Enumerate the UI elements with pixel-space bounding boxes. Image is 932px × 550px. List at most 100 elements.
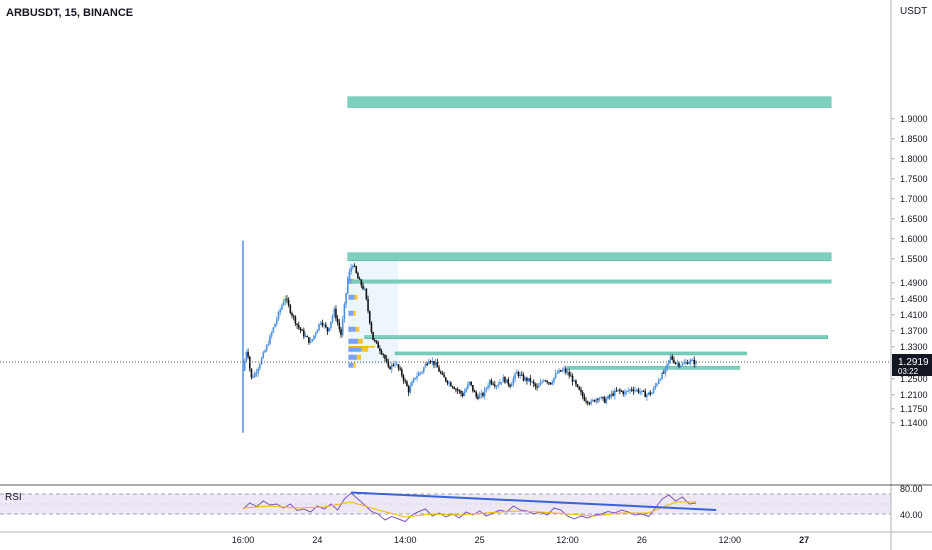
candle-body	[629, 389, 631, 391]
candle-body	[281, 305, 283, 310]
candle-body	[585, 400, 587, 402]
candle-body	[505, 379, 508, 383]
candle-body	[608, 395, 611, 397]
candle-body	[254, 372, 256, 378]
candle-body	[402, 375, 405, 381]
candle-body	[450, 382, 452, 387]
candle-body	[521, 374, 523, 376]
profile-bar	[348, 338, 359, 344]
candle-body	[656, 383, 658, 386]
price-tick-label: 1.3300	[900, 342, 928, 352]
candle-body	[287, 299, 290, 306]
candle-body	[510, 383, 513, 387]
candle-body	[688, 361, 690, 365]
candle-body	[336, 318, 339, 323]
profile-bar	[348, 362, 354, 368]
candle-body	[666, 363, 668, 369]
candle-body	[544, 380, 547, 382]
candle-body	[411, 382, 413, 387]
candle-body	[270, 332, 273, 336]
candle-body	[257, 368, 260, 373]
candle-body	[423, 367, 425, 372]
candle-body	[358, 278, 361, 280]
candle-body	[382, 354, 385, 356]
price-tick-label: 1.8500	[900, 134, 928, 144]
supply-demand-zones[interactable]	[347, 96, 832, 370]
candle-body	[362, 285, 364, 290]
candle-body	[255, 372, 258, 374]
candle-body	[306, 335, 309, 338]
candle-body	[269, 335, 271, 345]
price-tick-label: 1.1400	[900, 418, 928, 428]
candle-body	[683, 363, 685, 365]
candle-body	[301, 329, 303, 331]
candle-body	[338, 322, 341, 329]
candle-body	[291, 313, 293, 316]
candle-body	[586, 401, 589, 404]
profile-bar-vol	[353, 362, 356, 368]
time-tick-label: 12:00	[556, 535, 579, 545]
candle-body	[659, 379, 662, 381]
candle-body	[363, 288, 366, 290]
candle-body	[259, 364, 261, 369]
candle-body	[495, 385, 498, 387]
candle-body	[314, 333, 317, 336]
candle-body	[313, 335, 315, 340]
candle-body	[635, 389, 638, 391]
candle-body	[509, 384, 511, 387]
candle-body	[502, 376, 505, 383]
candle-body	[438, 367, 440, 372]
candle-body	[620, 390, 623, 392]
candle-body	[674, 362, 677, 364]
candle-body	[265, 345, 268, 351]
candle-body	[593, 399, 596, 402]
price-tick-label: 1.4100	[900, 310, 928, 320]
candle-body	[284, 298, 287, 302]
candle-body	[468, 381, 471, 385]
candle-body	[546, 380, 548, 383]
candle-body	[504, 376, 506, 383]
candle-body	[367, 299, 369, 312]
price-tick-label: 1.2100	[900, 390, 928, 400]
candle-body	[617, 389, 619, 391]
candle-body	[416, 375, 418, 378]
candle-body	[397, 364, 400, 369]
price-tick-label: 1.9000	[900, 114, 928, 124]
candle-body	[299, 327, 302, 330]
candle-body	[433, 360, 435, 365]
time-tick-label: 27	[799, 535, 809, 545]
candle-body	[482, 393, 484, 397]
zone-rect	[350, 279, 832, 284]
candle-body	[286, 298, 288, 300]
candle-body	[443, 374, 445, 378]
candle-body	[499, 382, 501, 385]
candle-body	[537, 385, 540, 388]
candle-body	[583, 396, 586, 401]
candle-body	[678, 363, 680, 367]
candle-body	[487, 385, 489, 389]
candle-body	[445, 377, 447, 381]
candle-body	[615, 390, 618, 392]
candle-body	[571, 375, 574, 382]
zone-rect	[347, 96, 832, 108]
profile-bar-vol	[356, 354, 362, 360]
last-price-value: 1.2919	[898, 357, 929, 368]
profile-bar	[348, 346, 362, 352]
candle-body	[622, 391, 625, 394]
candle-body	[668, 359, 670, 364]
zone-rect	[394, 351, 747, 356]
candle-body	[625, 390, 628, 392]
price-tick-label: 1.7500	[900, 174, 928, 184]
last-price-tag[interactable]	[892, 354, 932, 376]
candle-body	[331, 316, 334, 322]
candle-body	[637, 389, 640, 393]
candle-body	[465, 388, 467, 392]
candle-body	[439, 371, 442, 374]
candle-body	[607, 395, 609, 399]
profile-bar-vol	[355, 326, 360, 332]
candle-body	[632, 389, 635, 392]
candle-body	[556, 372, 559, 374]
candle-body	[377, 342, 379, 349]
